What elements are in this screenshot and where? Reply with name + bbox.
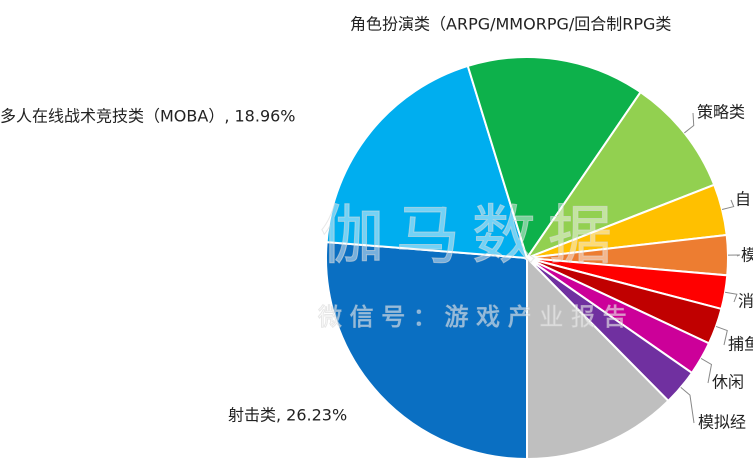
slice-label: 自 [735, 190, 751, 209]
leader-line [700, 358, 713, 384]
slice-label: 模拟经 [698, 413, 746, 432]
slice-label: 模 [741, 246, 753, 265]
pie [325, 56, 729, 461]
slice-label: 角色扮演类（ARPG/MMORPG/回合制RPG类 [350, 15, 671, 34]
leader-line [721, 199, 735, 210]
leader-line [680, 387, 695, 424]
slice-label: 休闲 [712, 373, 744, 392]
labels: 射击类, 26.23% 多人在线战术竞技类（MOBA）, 18.96% 角色扮演类（… [0, 15, 753, 432]
leader-line [684, 112, 695, 134]
watermark-sub: 微 信 号 ： 游 戏 产 业 报 告 [318, 303, 627, 331]
slice [526, 255, 670, 461]
slice [524, 90, 716, 261]
slice [325, 241, 528, 461]
slice-label: 捕鱼 [728, 335, 753, 354]
slice-label: 射击类, 26.23% [228, 406, 347, 425]
leader-line [727, 254, 741, 257]
leader-line [715, 325, 728, 346]
slice-label: 策略类 [697, 103, 745, 122]
slice-label: 多人在线战术竞技类（MOBA）, 18.96% [0, 107, 296, 126]
slice [466, 56, 642, 261]
slice-label: 消 [738, 292, 753, 311]
leader-line [724, 291, 738, 303]
watermark: 伽马数据 [320, 200, 624, 274]
slice [325, 64, 529, 260]
